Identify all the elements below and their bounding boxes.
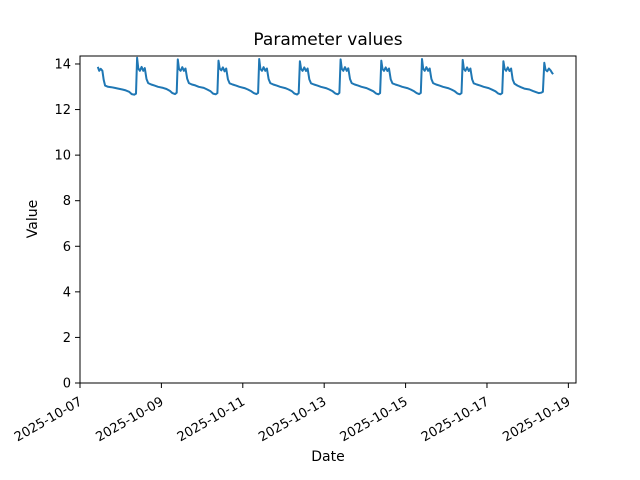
plot-area: [80, 56, 576, 383]
y-axis-ticks: 0 2 4 6 8 10 12 14: [54, 57, 80, 392]
y-axis-label: Value: [25, 200, 41, 238]
y-tick-label: 8: [63, 194, 71, 209]
y-tick-label: 6: [63, 240, 71, 255]
data-line: [96, 56, 554, 96]
y-tick-label: 4: [63, 285, 71, 300]
plot-border: [79, 55, 577, 384]
y-tick-label: 12: [54, 103, 71, 118]
x-axis-label: Date: [311, 449, 344, 465]
y-tick-label: 10: [54, 149, 71, 164]
y-tick-label: 2: [63, 331, 71, 346]
y-tick-label: 0: [63, 377, 71, 392]
y-tick-label: 14: [54, 57, 71, 72]
chart-title: Parameter values: [253, 30, 402, 50]
